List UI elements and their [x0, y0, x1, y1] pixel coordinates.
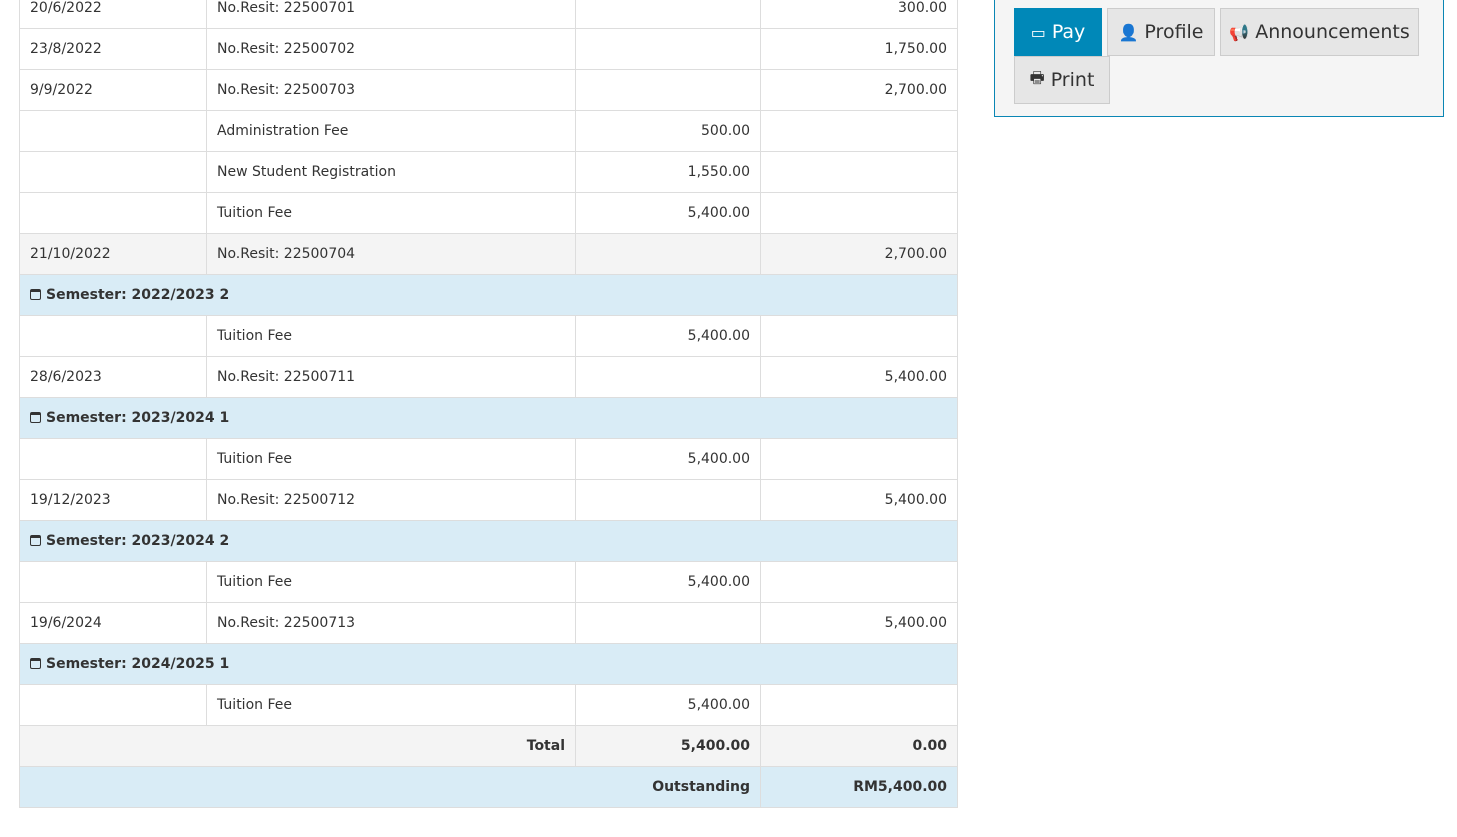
description-cell: New Student Registration: [206, 151, 576, 193]
outstanding-row: Outstanding RM5,400.00: [19, 766, 958, 808]
description-cell: No.Resit: 22500703: [206, 69, 576, 111]
description-cell: Tuition Fee: [206, 561, 576, 603]
date-cell: 23/8/2022: [19, 28, 207, 70]
semester-label: Semester: 2023/2024 2: [46, 533, 230, 549]
semester-header-row: Semester: 2023/2024 2: [19, 520, 958, 562]
debit-cell: [575, 28, 761, 70]
credit-cell: 2,700.00: [760, 69, 958, 111]
profile-button[interactable]: 👤 Profile: [1107, 8, 1215, 56]
total-label: Total: [19, 725, 576, 767]
debit-cell: [575, 602, 761, 644]
credit-cell: [760, 561, 958, 603]
credit-card-icon: ▭: [1030, 22, 1046, 42]
debit-cell: 5,400.00: [575, 684, 761, 726]
debit-cell: [575, 69, 761, 111]
credit-cell: [760, 151, 958, 193]
date-cell: [19, 315, 207, 357]
pay-button[interactable]: ▭ Pay: [1014, 8, 1102, 56]
debit-cell: [575, 479, 761, 521]
print-icon: 🖶: [1029, 67, 1045, 87]
announcements-button[interactable]: 📢 Announcements: [1220, 8, 1419, 56]
outstanding-value: RM5,400.00: [760, 766, 958, 808]
table-row: Administration Fee 500.00: [19, 110, 958, 152]
user-icon: 👤: [1118, 22, 1139, 42]
outstanding-label: Outstanding: [19, 766, 761, 808]
semester-header-row: Semester: 2024/2025 1: [19, 643, 958, 685]
table-row: 19/12/2023 No.Resit: 22500712 5,400.00: [19, 479, 958, 521]
description-cell: No.Resit: 22500701: [206, 0, 576, 29]
calendar-check-icon: [30, 289, 41, 300]
total-credit: 0.00: [760, 725, 958, 767]
calendar-check-icon: [30, 412, 41, 423]
date-cell: [19, 561, 207, 603]
credit-cell: [760, 438, 958, 480]
credit-cell: 300.00: [760, 0, 958, 29]
credit-cell: 2,700.00: [760, 233, 958, 275]
date-cell: [19, 684, 207, 726]
bullhorn-icon: 📢: [1229, 22, 1250, 42]
description-cell: Administration Fee: [206, 110, 576, 152]
table-row: 23/8/2022 No.Resit: 22500702 1,750.00: [19, 28, 958, 70]
credit-cell: 5,400.00: [760, 479, 958, 521]
table-row: Tuition Fee 5,400.00: [19, 438, 958, 480]
table-row: 20/6/2022 No.Resit: 22500701 300.00: [19, 0, 958, 29]
actions-panel: ▭ Pay 👤 Profile 📢 Announcements 🖶 Print: [994, 0, 1444, 117]
table-row: 21/10/2022 No.Resit: 22500704 2,700.00: [19, 233, 958, 275]
debit-cell: [575, 0, 761, 29]
semester-header-row: Semester: 2023/2024 1: [19, 397, 958, 439]
credit-cell: [760, 684, 958, 726]
calendar-check-icon: [30, 535, 41, 546]
print-button[interactable]: 🖶 Print: [1014, 56, 1110, 104]
table-row: Tuition Fee 5,400.00: [19, 315, 958, 357]
date-cell: [19, 110, 207, 152]
description-cell: No.Resit: 22500712: [206, 479, 576, 521]
description-cell: No.Resit: 22500702: [206, 28, 576, 70]
debit-cell: 1,550.00: [575, 151, 761, 193]
date-cell: [19, 192, 207, 234]
date-cell: 28/6/2023: [19, 356, 207, 398]
semester-label: Semester: 2024/2025 1: [46, 656, 230, 672]
semester-label: Semester: 2022/2023 2: [46, 287, 230, 303]
credit-cell: [760, 315, 958, 357]
description-cell: No.Resit: 22500704: [206, 233, 576, 275]
date-cell: 21/10/2022: [19, 233, 207, 275]
credit-cell: 5,400.00: [760, 356, 958, 398]
credit-cell: [760, 110, 958, 152]
debit-cell: 500.00: [575, 110, 761, 152]
description-cell: No.Resit: 22500713: [206, 602, 576, 644]
credit-cell: 5,400.00: [760, 602, 958, 644]
debit-cell: [575, 233, 761, 275]
description-cell: No.Resit: 22500711: [206, 356, 576, 398]
date-cell: [19, 438, 207, 480]
description-cell: Tuition Fee: [206, 684, 576, 726]
semester-label: Semester: 2023/2024 1: [46, 410, 230, 426]
calendar-check-icon: [30, 658, 41, 669]
credit-cell: [760, 192, 958, 234]
table-row: Tuition Fee 5,400.00: [19, 192, 958, 234]
date-cell: 19/12/2023: [19, 479, 207, 521]
debit-cell: [575, 356, 761, 398]
fee-ledger-table: 20/6/2022 No.Resit: 22500701 300.00 23/8/20…: [19, 0, 958, 808]
table-row: 9/9/2022 No.Resit: 22500703 2,700.00: [19, 69, 958, 111]
debit-cell: 5,400.00: [575, 315, 761, 357]
total-row: Total 5,400.00 0.00: [19, 725, 958, 767]
debit-cell: 5,400.00: [575, 438, 761, 480]
total-debit: 5,400.00: [575, 725, 761, 767]
description-cell: Tuition Fee: [206, 192, 576, 234]
date-cell: 20/6/2022: [19, 0, 207, 29]
debit-cell: 5,400.00: [575, 561, 761, 603]
date-cell: 9/9/2022: [19, 69, 207, 111]
debit-cell: 5,400.00: [575, 192, 761, 234]
description-cell: Tuition Fee: [206, 315, 576, 357]
description-cell: Tuition Fee: [206, 438, 576, 480]
date-cell: 19/6/2024: [19, 602, 207, 644]
date-cell: [19, 151, 207, 193]
table-row: New Student Registration 1,550.00: [19, 151, 958, 193]
table-row: 19/6/2024 No.Resit: 22500713 5,400.00: [19, 602, 958, 644]
table-row: 28/6/2023 No.Resit: 22500711 5,400.00: [19, 356, 958, 398]
table-row: Tuition Fee 5,400.00: [19, 561, 958, 603]
table-row: Tuition Fee 5,400.00: [19, 684, 958, 726]
semester-header-row: Semester: 2022/2023 2: [19, 274, 958, 316]
credit-cell: 1,750.00: [760, 28, 958, 70]
